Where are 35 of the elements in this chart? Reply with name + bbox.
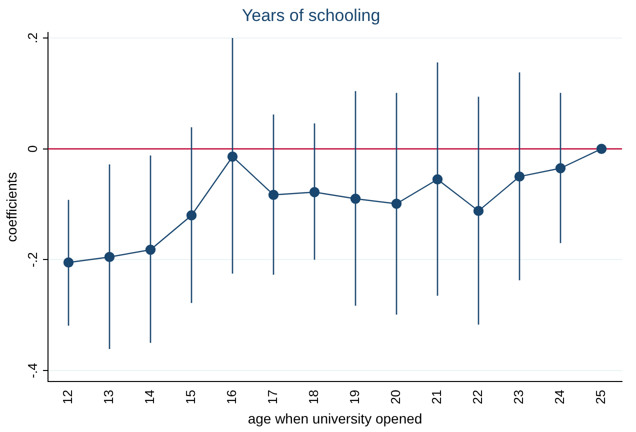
x-tick-label: 20 xyxy=(388,390,404,404)
x-tick-label: 24 xyxy=(552,390,568,404)
point xyxy=(309,187,320,198)
point xyxy=(227,152,238,162)
point xyxy=(350,194,361,204)
x-tick-label: 13 xyxy=(101,390,116,404)
point xyxy=(555,163,566,174)
x-tick-label: 18 xyxy=(306,390,322,404)
point xyxy=(268,190,279,200)
point xyxy=(104,252,115,262)
y-tick-label: .2 xyxy=(25,32,40,44)
y-tick-label: -.2 xyxy=(25,252,40,268)
x-tick-label: 22 xyxy=(470,390,486,404)
x-tick-label: 14 xyxy=(142,390,158,404)
y-tick-label: -.4 xyxy=(25,363,40,378)
x-tick-label: 23 xyxy=(511,390,526,404)
point xyxy=(391,198,402,209)
point xyxy=(186,210,197,220)
y-axis-title: coefficients xyxy=(3,172,20,242)
x-tick-label: 16 xyxy=(224,390,240,404)
x-axis-title: age when university opened xyxy=(248,410,422,426)
x-tick-label: 21 xyxy=(429,390,444,404)
x-tick-label: 25 xyxy=(593,390,608,404)
x-tick-label: 15 xyxy=(183,390,198,404)
y-tick-label: 0 xyxy=(25,145,40,152)
point xyxy=(145,244,156,255)
x-tick-label: 12 xyxy=(60,390,76,404)
chart-title: Years of schooling xyxy=(242,6,380,25)
x-tick-label: 19 xyxy=(347,390,362,404)
point xyxy=(432,174,443,184)
point xyxy=(514,171,525,182)
point xyxy=(473,206,484,216)
x-tick-label: 17 xyxy=(265,390,280,404)
point xyxy=(596,144,607,154)
point xyxy=(63,257,74,268)
